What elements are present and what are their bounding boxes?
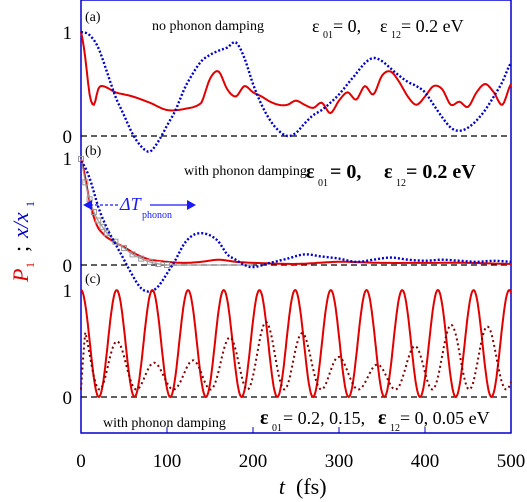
ytick-c-zero: 0 xyxy=(63,388,73,409)
series-a-p1 xyxy=(80,31,512,115)
panel-b-eps2-sub: 12 xyxy=(396,178,406,189)
x-tick-label: 200 xyxy=(239,451,268,472)
gray-square-marker xyxy=(155,260,162,267)
panel-a-eps2-sub: 12 xyxy=(391,30,401,41)
panel-a-eps2: ε xyxy=(380,16,388,36)
series-c-x-dark xyxy=(80,321,512,391)
x-tick-label: 0 xyxy=(76,451,86,472)
dtau-label-sub: phonon xyxy=(142,210,172,221)
panel-c-eps2-sub: 12 xyxy=(390,423,400,434)
panel-label-c: (c) xyxy=(85,272,101,287)
panel-b-eps1-val: = 0, xyxy=(330,161,361,183)
y-label-x: x/x xyxy=(8,212,33,239)
gray-square-marker xyxy=(121,245,127,252)
gray-square-marker xyxy=(146,258,153,265)
y-axis-label: P 1 ; x/x 1 xyxy=(8,201,37,283)
dtau-arrowhead-right xyxy=(187,200,196,210)
ytick-c-top: 1 xyxy=(63,281,73,302)
y-label-x-sub: 1 xyxy=(23,201,37,207)
panel-c-eps2-val: = 0, 0.05 eV xyxy=(400,408,490,428)
panel-b-eps2: ε xyxy=(384,161,393,183)
ytick-a-zero: 0 xyxy=(63,127,73,148)
panel-label-b: (b) xyxy=(85,144,102,159)
gray-square-marker xyxy=(129,251,136,258)
ytick-b-top: 1 xyxy=(63,149,73,170)
panel-c-eps1-val: = 0.2, 0.15, xyxy=(283,408,365,428)
x-tick-label: 500 xyxy=(497,451,526,472)
panel-a-eps1-sub: 01 xyxy=(323,30,333,41)
gray-square-marker xyxy=(82,179,89,186)
panel-label-a: (a) xyxy=(85,10,101,25)
y-label-p-sub: 1 xyxy=(23,262,37,268)
dtau-label: ΔT xyxy=(119,194,143,214)
series-c-p1 xyxy=(80,289,512,398)
gray-square-marker xyxy=(164,262,170,268)
dtau-arrowhead-left xyxy=(83,200,92,210)
panel-a-eps1-val: = 0, xyxy=(333,16,361,36)
panel-c-eps1: ε xyxy=(260,407,269,429)
panel-note-a: no phonon damping xyxy=(152,19,264,34)
x-tick-label: 300 xyxy=(325,451,354,472)
ytick-b-zero: 0 xyxy=(63,256,73,277)
panel-a-eps2-val: = 0.2 eV xyxy=(401,16,464,36)
gray-square-marker xyxy=(90,209,97,215)
x-tick-label: 400 xyxy=(411,451,440,472)
gray-square-marker xyxy=(138,255,145,262)
y-label-sep: ; xyxy=(8,246,33,252)
x-axis-unit: (fs) xyxy=(296,474,327,499)
panel-a-eps1: ε xyxy=(312,16,320,36)
panel-note-c: with phonon damping xyxy=(103,416,226,431)
panel-b-eps1: ε xyxy=(306,161,315,183)
series-b-x-blue xyxy=(80,160,512,293)
plot-frame xyxy=(80,0,512,434)
series-layer xyxy=(78,30,513,398)
gray-square-marker xyxy=(112,238,119,245)
x-tick-labels: 0 100 200 300 400 500 xyxy=(76,427,525,472)
panel-c-eps2: ε xyxy=(378,407,387,429)
gray-square-marker xyxy=(99,223,106,230)
y-label-p: P xyxy=(8,269,33,283)
gray-square-marker xyxy=(95,217,102,224)
x-tick-label: 100 xyxy=(153,451,182,472)
panel-note-b: with phonon damping xyxy=(184,164,307,179)
panel-c-eps1-sub: 01 xyxy=(272,423,282,434)
x-axis-label: t xyxy=(279,474,286,499)
ytick-a-top: 1 xyxy=(63,23,73,44)
panel-b-eps2-val: = 0.2 eV xyxy=(406,161,476,183)
series-a-x-blue xyxy=(80,30,513,153)
panel-b-eps1-sub: 01 xyxy=(318,178,328,189)
